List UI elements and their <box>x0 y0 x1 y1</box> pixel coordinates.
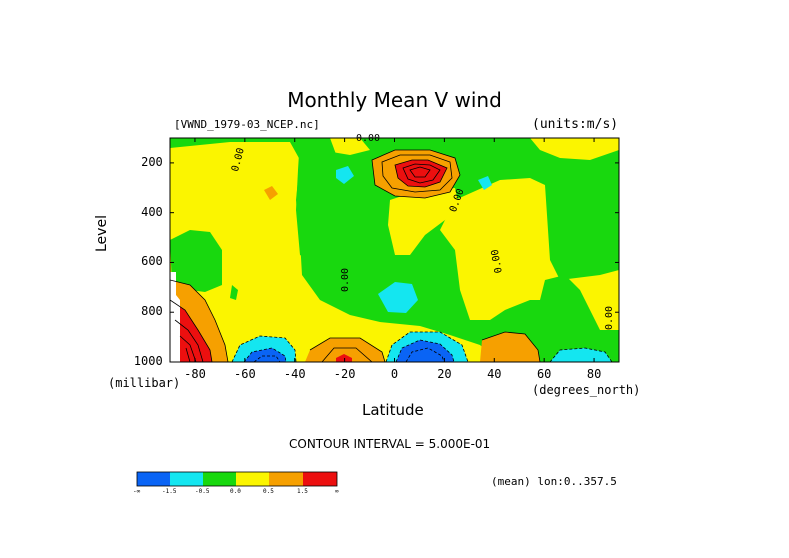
contour-line-negative <box>231 335 297 362</box>
contour-line <box>170 279 229 362</box>
contour-line <box>174 319 204 362</box>
x-tick-label: 20 <box>437 367 452 381</box>
x-tick-label: 0 <box>390 367 399 381</box>
fill-yellow-subtrop <box>388 188 460 255</box>
colorbar-label: -1.5 <box>162 488 177 495</box>
contour-line-negative <box>549 347 613 362</box>
zero-contour-label: 0.00 <box>604 305 615 330</box>
colorbar-swatch-3 <box>203 472 236 486</box>
fill-cyan-small-right <box>478 176 492 190</box>
contour-line-negative <box>385 331 469 362</box>
x-tick-label: 40 <box>487 367 502 381</box>
y-axis-unit: (millibar) <box>108 376 181 390</box>
x-tick-label: 80 <box>586 367 602 381</box>
colorbar-label: -∞ <box>133 488 141 495</box>
x-tick-label: 60 <box>536 367 552 381</box>
contour-line <box>402 163 441 184</box>
y-tick-label: 1000 <box>133 354 163 368</box>
fill-red-small <box>336 354 352 362</box>
y-tick-label: 400 <box>141 204 163 219</box>
colorbar-label: 1.5 <box>297 488 308 495</box>
contour-interval-label: CONTOUR INTERVAL = 5.000E-01 <box>289 437 491 451</box>
contour-line <box>179 335 197 362</box>
x-tick-label: -40 <box>283 367 306 381</box>
contour-line <box>409 166 431 178</box>
fill-cyan-lower-north <box>550 348 612 362</box>
chart-title: Monthly Mean V wind <box>287 88 502 112</box>
contour-line-negative <box>253 355 281 362</box>
fill-cyan-small-top <box>336 166 354 184</box>
contour-line <box>394 159 448 188</box>
contour-line <box>309 337 386 362</box>
x-tick-label: -80 <box>184 367 206 381</box>
colorbar-swatch-2 <box>170 472 203 486</box>
fill-orange-small <box>264 186 278 200</box>
contour-fill-layer <box>170 138 619 362</box>
x-axis-unit: (degrees_north) <box>532 383 641 397</box>
y-tick-label: 800 <box>141 304 163 319</box>
colorbar-swatch-1 <box>137 472 170 486</box>
y-tick-label: 600 <box>141 254 163 269</box>
x-axis-label: Latitude <box>362 401 424 419</box>
dataset-label: [VWND_1979-03_NCEP.nc] <box>174 118 320 131</box>
zero-contour-label: 0.00 <box>340 267 351 292</box>
contour-line <box>481 331 541 362</box>
colorbar <box>136 471 338 487</box>
fill-yellow-west <box>170 142 500 362</box>
colorbar-swatch-6 <box>303 472 337 486</box>
fill-green-mid-lower <box>230 285 238 300</box>
x-tick-label: -60 <box>234 367 256 381</box>
fill-green-south-lower <box>170 230 222 292</box>
colorbar-label: ∞ <box>335 488 339 495</box>
colorbar-label: 0.5 <box>263 488 274 495</box>
axis-ticks <box>170 138 619 363</box>
fill-red-south-band <box>170 300 212 362</box>
contour-dashed-layer <box>231 331 613 362</box>
colorbar-swatch-4 <box>236 472 269 486</box>
x-tick-label: -20 <box>333 367 356 381</box>
fill-blue-lower-eq <box>396 340 454 362</box>
fill-green-north-lower <box>530 275 619 362</box>
contour-line <box>381 154 453 193</box>
zero-contour-label: 0.00 <box>356 133 381 144</box>
y-axis-label: Level <box>94 215 110 252</box>
contour-line-layer <box>170 149 541 362</box>
colorbar-frame <box>136 471 338 487</box>
contour-line <box>185 347 191 362</box>
contour-line <box>371 149 461 199</box>
contour-line-negative <box>395 339 455 362</box>
colorbar-label: 0.0 <box>230 488 241 495</box>
averaging-note: (mean) lon:0..357.5 <box>491 475 617 488</box>
colorbar-swatch-5 <box>269 472 303 486</box>
contour-line <box>170 299 213 362</box>
fill-green-eq-upper <box>296 138 340 260</box>
contour-line <box>321 347 373 362</box>
y-tick-label: 200 <box>141 154 163 169</box>
colorbar-label: -0.5 <box>195 488 210 495</box>
fill-orange-lower-north <box>480 332 540 362</box>
fill-missing <box>170 272 180 362</box>
contour-line-negative <box>405 347 445 362</box>
units-label: (units:m/s) <box>532 117 619 132</box>
fill-yellow-top-north <box>530 138 619 160</box>
fill-cyan-mid <box>378 282 418 313</box>
contour-line-negative <box>243 347 287 362</box>
